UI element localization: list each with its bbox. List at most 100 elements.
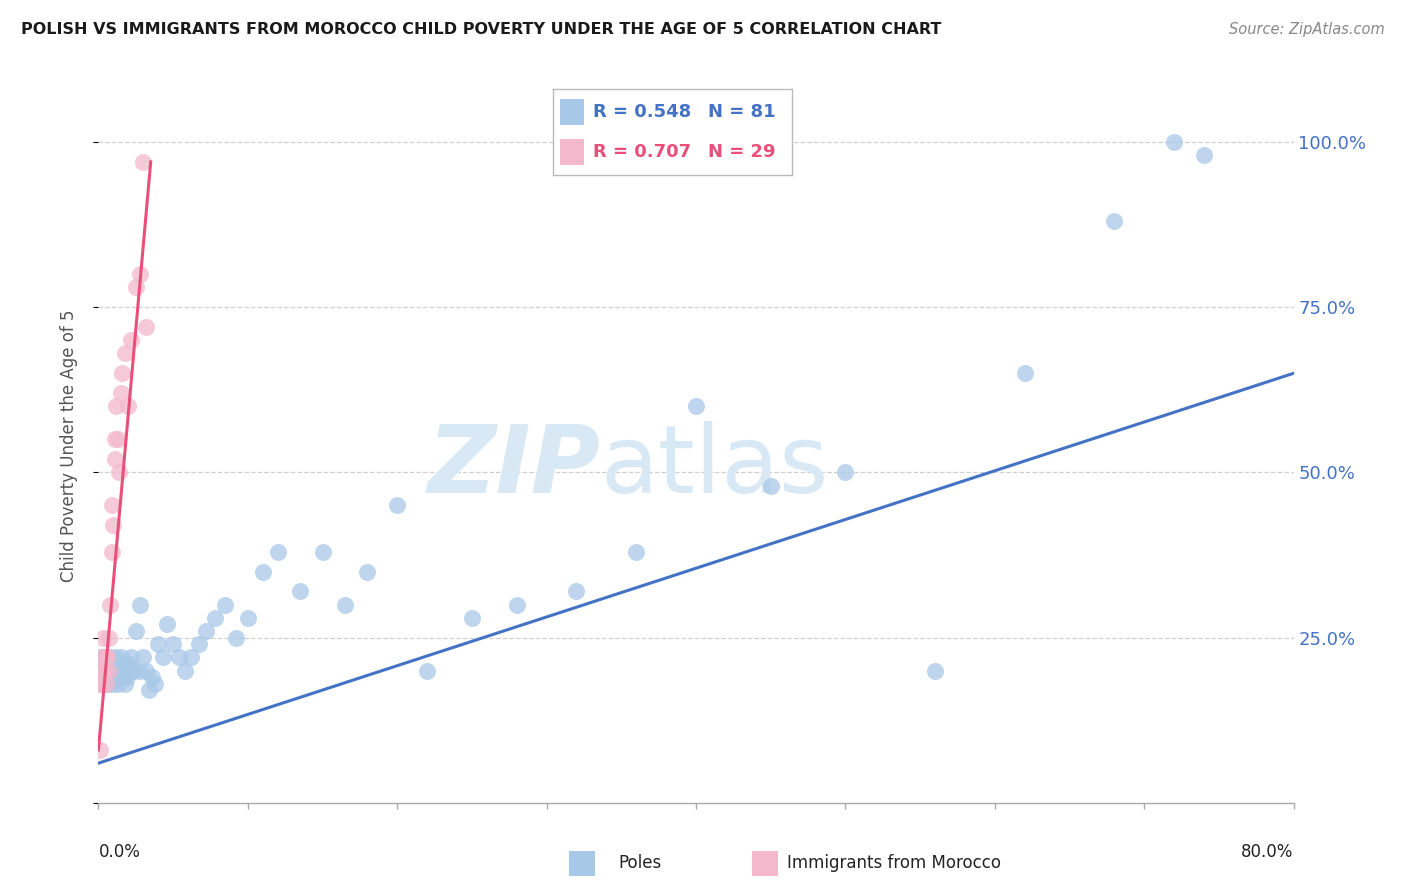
Point <box>97 664 120 678</box>
Point <box>96 650 118 665</box>
Point <box>565 584 588 599</box>
Point <box>152 650 174 665</box>
Point <box>141 670 163 684</box>
Point <box>461 611 484 625</box>
Point <box>112 664 135 678</box>
Point <box>107 433 129 447</box>
Point <box>138 683 160 698</box>
Point <box>121 664 143 678</box>
Point <box>129 598 152 612</box>
Point <box>96 657 118 671</box>
Point <box>110 650 132 665</box>
Point <box>101 499 124 513</box>
Point <box>105 400 128 414</box>
Point <box>162 637 184 651</box>
Point <box>111 670 134 684</box>
Point <box>214 598 236 612</box>
Point <box>91 631 114 645</box>
Point <box>93 677 115 691</box>
Point <box>125 280 148 294</box>
Point <box>90 650 112 665</box>
Text: POLISH VS IMMIGRANTS FROM MOROCCO CHILD POVERTY UNDER THE AGE OF 5 CORRELATION C: POLISH VS IMMIGRANTS FROM MOROCCO CHILD … <box>21 22 942 37</box>
Point <box>416 664 439 678</box>
Point <box>156 617 179 632</box>
Point <box>1163 135 1185 149</box>
Point <box>105 670 128 684</box>
Point <box>135 664 157 678</box>
Point <box>129 267 152 281</box>
Point <box>89 664 111 678</box>
Point <box>187 637 209 651</box>
Point <box>91 670 114 684</box>
Point <box>93 657 115 671</box>
Point <box>108 657 131 671</box>
Text: Immigrants from Morocco: Immigrants from Morocco <box>787 855 1001 872</box>
Point <box>118 664 141 678</box>
Point <box>385 499 409 513</box>
Text: 0.0%: 0.0% <box>98 843 141 861</box>
Point <box>100 598 122 612</box>
Point <box>132 650 155 665</box>
Text: R = 0.707: R = 0.707 <box>593 143 692 161</box>
Point <box>174 664 197 678</box>
Point <box>90 677 112 691</box>
Point <box>204 611 226 625</box>
Point <box>90 650 112 665</box>
Point <box>117 657 139 671</box>
Point <box>94 650 117 665</box>
Point <box>115 670 138 684</box>
Point <box>117 400 139 414</box>
Point <box>107 664 129 678</box>
Text: 80.0%: 80.0% <box>1241 843 1294 861</box>
Point <box>103 670 125 684</box>
Bar <box>560 100 583 125</box>
Point <box>356 565 378 579</box>
Point <box>180 650 202 665</box>
Point <box>90 677 112 691</box>
Point <box>333 598 356 612</box>
Point <box>125 624 148 638</box>
Point <box>104 433 127 447</box>
Point <box>94 650 117 665</box>
Point <box>97 631 120 645</box>
Point <box>108 466 131 480</box>
Point <box>97 664 120 678</box>
Point <box>105 657 128 671</box>
Bar <box>560 139 583 164</box>
Text: N = 81: N = 81 <box>709 103 776 121</box>
Text: Poles: Poles <box>619 855 662 872</box>
Point <box>101 664 124 678</box>
Point <box>288 584 311 599</box>
Point <box>94 670 117 684</box>
Point <box>120 333 142 347</box>
Point <box>143 677 166 691</box>
Point <box>114 346 136 360</box>
Y-axis label: Child Poverty Under the Age of 5: Child Poverty Under the Age of 5 <box>59 310 77 582</box>
Point <box>100 670 122 684</box>
Point <box>103 657 125 671</box>
Point <box>311 545 333 559</box>
Point <box>104 664 127 678</box>
Point <box>94 677 117 691</box>
Point <box>626 545 648 559</box>
Point <box>114 677 136 691</box>
Point <box>103 518 125 533</box>
Point <box>167 650 190 665</box>
Point <box>91 664 114 678</box>
Point <box>195 624 218 638</box>
Point <box>135 320 157 334</box>
Point <box>132 154 155 169</box>
Point <box>1104 214 1126 228</box>
Text: Source: ZipAtlas.com: Source: ZipAtlas.com <box>1229 22 1385 37</box>
Point <box>114 657 136 671</box>
Point <box>1014 367 1036 381</box>
Point <box>91 650 114 665</box>
Point <box>110 386 132 401</box>
Point <box>120 650 142 665</box>
Point <box>834 466 856 480</box>
Point <box>94 664 117 678</box>
Point <box>101 677 124 691</box>
Point <box>101 545 124 559</box>
Text: atlas: atlas <box>600 421 828 514</box>
Point <box>91 664 114 678</box>
